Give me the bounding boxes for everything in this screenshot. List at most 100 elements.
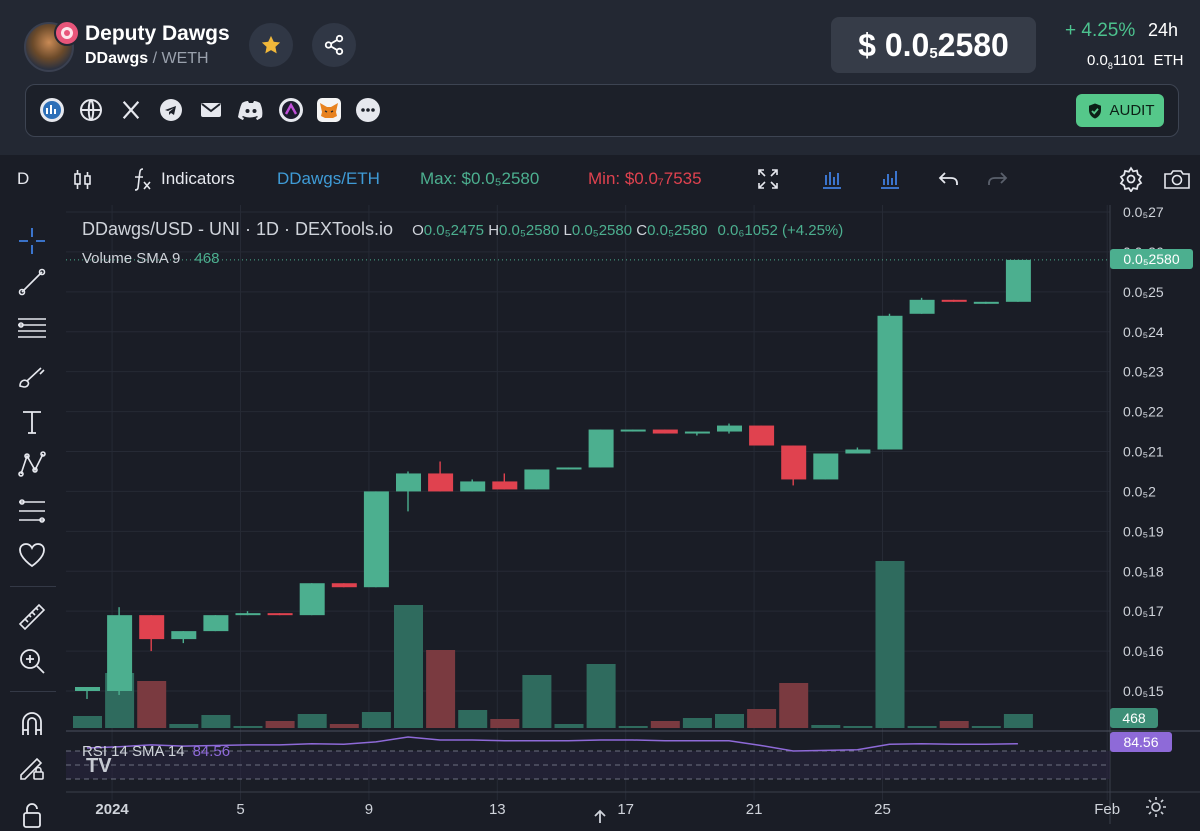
- function-fx-icon: [134, 168, 151, 191]
- token-header: Deputy Dawgs DDawgs / WETH $ 0.0 5 2580 + …: [0, 0, 1200, 155]
- volume-bar: [907, 726, 937, 728]
- time-axis-label: 17: [617, 801, 634, 818]
- candle-body: [267, 613, 293, 616]
- more-links-button[interactable]: [355, 97, 381, 123]
- time-axis-label: 13: [489, 801, 506, 818]
- candle-body: [524, 469, 550, 490]
- price-axis-label: 0.0₅23: [1123, 364, 1164, 380]
- favorite-button[interactable]: [249, 23, 293, 67]
- scroll-to-realtime-button[interactable]: [592, 808, 608, 824]
- undo-button[interactable]: [937, 167, 961, 196]
- candle-body: [909, 299, 935, 314]
- candle-body: [299, 583, 325, 616]
- fullscreen-icon: [758, 169, 778, 189]
- gear-icon: [1119, 166, 1143, 193]
- bars-chart-icon: [823, 172, 841, 189]
- heart-icon: [19, 543, 45, 568]
- candle-body: [235, 613, 261, 616]
- chart-type-button[interactable]: [72, 167, 94, 198]
- aggregator-icon: [279, 98, 303, 122]
- telegram-link[interactable]: [158, 97, 184, 123]
- volume-view-button[interactable]: [878, 167, 902, 196]
- price-chart[interactable]: 0.0₅270.0₅260.0₅250.0₅240.0₅230.0₅220.0₅…: [66, 204, 1200, 824]
- indicators-label[interactable]: Indicators: [161, 169, 235, 188]
- share-button[interactable]: [312, 23, 356, 67]
- brush-tool[interactable]: [16, 361, 48, 393]
- measure-tool[interactable]: [16, 601, 48, 633]
- drawing-tools-sidebar: [0, 205, 66, 828]
- undo-icon: [938, 172, 958, 185]
- crosshair-tool[interactable]: [16, 225, 48, 257]
- volume-bar: [843, 726, 873, 728]
- fullscreen-button[interactable]: [756, 167, 780, 196]
- price-axis-label: 0.0₅24: [1123, 324, 1164, 340]
- price-change-pct: + 4.25%: [1065, 20, 1136, 41]
- pair-quote: / WETH: [152, 50, 209, 67]
- candle-body: [717, 425, 742, 432]
- time-axis-label: Feb: [1094, 801, 1120, 818]
- pair-base: DDawgs: [85, 50, 149, 67]
- favorites-tool[interactable]: [16, 539, 48, 571]
- email-link[interactable]: [198, 97, 224, 123]
- candle-body: [107, 615, 133, 691]
- price-axis-label: 0.0₅21: [1123, 444, 1164, 460]
- volume-bar: [618, 726, 648, 728]
- trend-line-icon: [18, 268, 46, 296]
- eth-unit: ETH: [1153, 52, 1184, 69]
- symbol-label[interactable]: DDawgs/ETH: [277, 169, 380, 188]
- fib-lines-tool[interactable]: [16, 312, 48, 344]
- price-change-period: 24h: [1148, 20, 1179, 40]
- pattern-tool[interactable]: [16, 449, 48, 481]
- dextools-link[interactable]: [39, 97, 65, 123]
- lock-drawings-tool[interactable]: [16, 752, 48, 784]
- candle-body: [973, 301, 999, 304]
- ruler-icon: [18, 603, 46, 631]
- candle-body: [363, 491, 389, 588]
- open-key: O: [412, 222, 424, 239]
- volume-bar: [1003, 714, 1033, 728]
- metamask-link[interactable]: [316, 97, 342, 123]
- x-twitter-link[interactable]: [118, 97, 144, 123]
- candle-body: [749, 425, 775, 446]
- volume-bar: [554, 724, 584, 728]
- time-axis-label: 2024: [95, 801, 129, 818]
- volume-bar: [650, 721, 680, 728]
- website-link[interactable]: [78, 97, 104, 123]
- price-prefix: $ 0.0: [858, 26, 930, 63]
- metamask-fox-icon: [317, 98, 341, 122]
- trades-view-button[interactable]: [820, 167, 844, 196]
- candle-body: [588, 429, 614, 468]
- interval-selector[interactable]: D: [17, 169, 30, 188]
- candle-body: [1005, 259, 1031, 302]
- volume-value: 468: [194, 250, 220, 267]
- lock-tool[interactable]: [16, 799, 48, 831]
- chart-canvas[interactable]: 0.0₅270.0₅260.0₅250.0₅240.0₅230.0₅220.0₅…: [66, 204, 1200, 824]
- volume-bar: [971, 726, 1001, 728]
- indicators-button[interactable]: [132, 166, 154, 197]
- text-tool[interactable]: [16, 406, 48, 438]
- price-axis-label: 0.0₅25: [1123, 284, 1164, 300]
- volume-legend: Volume SMA 9 468: [82, 250, 219, 267]
- volume-bar: [939, 721, 969, 728]
- volume-bar: [73, 716, 102, 728]
- redo-button[interactable]: [985, 167, 1009, 196]
- audit-button[interactable]: AUDIT: [1076, 94, 1164, 127]
- rsi-line: [86, 736, 1018, 752]
- aggregator-link[interactable]: [278, 97, 304, 123]
- eth-price-digits: 1101: [1112, 52, 1146, 69]
- discord-link[interactable]: [238, 97, 264, 123]
- range-lines-icon: [19, 499, 45, 523]
- volume-bar: [137, 681, 167, 728]
- volume-bar: [458, 710, 488, 728]
- screenshot-button[interactable]: [1163, 166, 1191, 197]
- x-icon: [122, 101, 140, 119]
- settings-button[interactable]: [1118, 166, 1144, 197]
- timezone-settings-button[interactable]: [1144, 795, 1168, 819]
- trend-line-tool[interactable]: [16, 266, 48, 298]
- candle-body: [331, 583, 357, 588]
- open-value: 0.0₅2475: [423, 222, 485, 239]
- zoom-tool[interactable]: [16, 645, 48, 677]
- magnet-tool[interactable]: [16, 708, 48, 740]
- candle-body: [492, 481, 518, 490]
- forecast-tool[interactable]: [16, 495, 48, 527]
